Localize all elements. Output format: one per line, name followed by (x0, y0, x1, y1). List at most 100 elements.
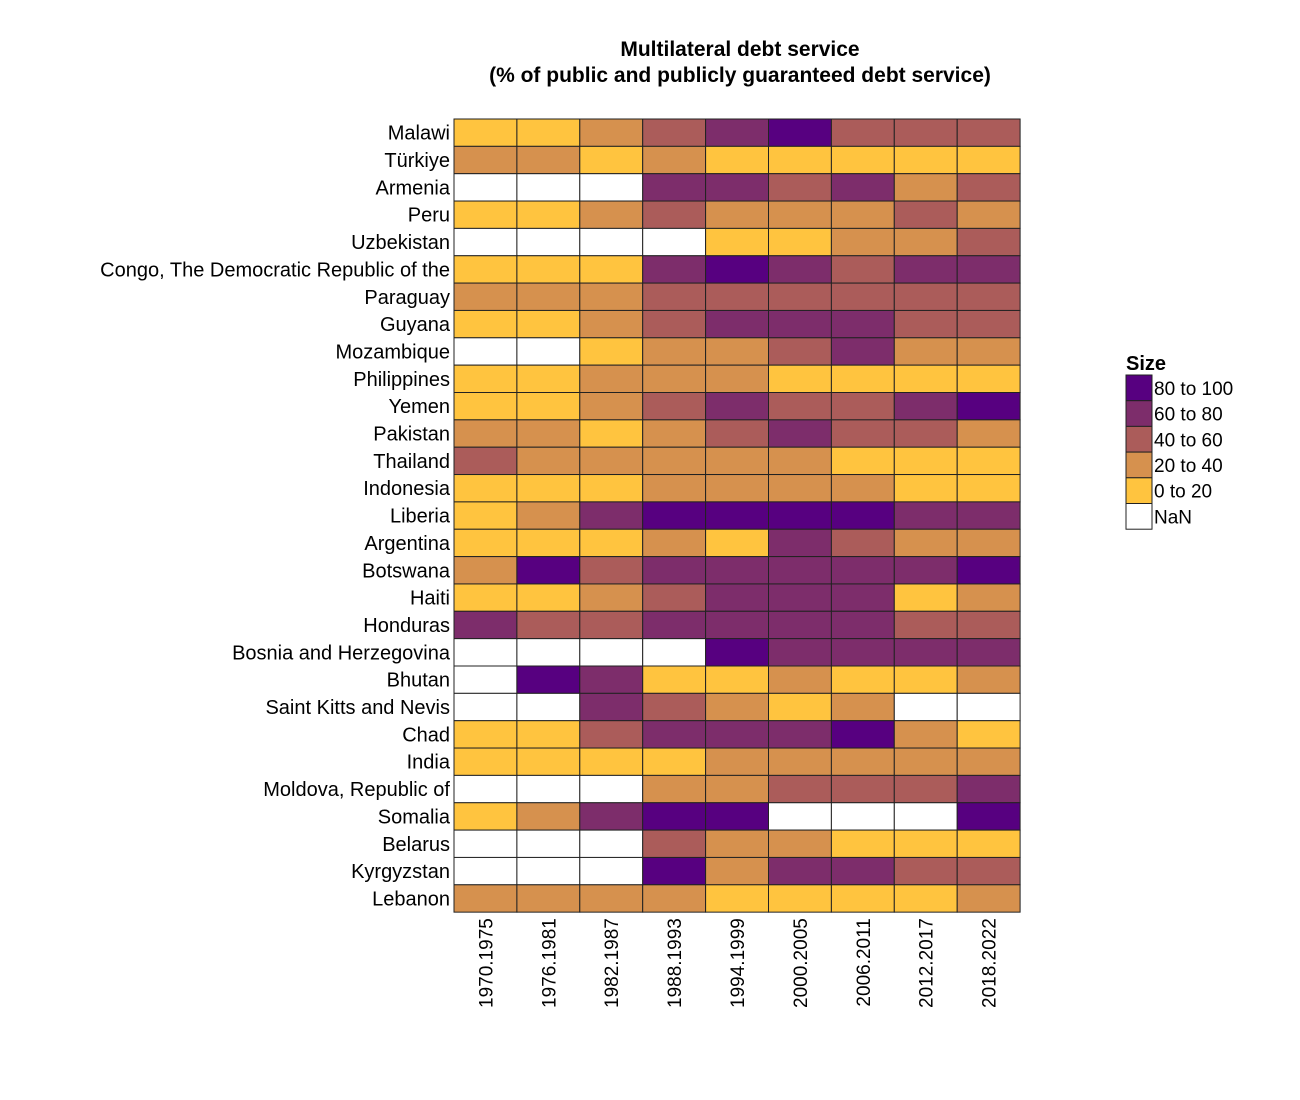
heatmap-cell (893, 474, 958, 503)
heatmap-cell (830, 145, 895, 175)
heatmap-cell (830, 173, 895, 202)
row-label: Pakistan (373, 424, 450, 446)
heatmap-cell (516, 173, 581, 202)
heatmap-cell (705, 747, 769, 776)
heatmap-cell (642, 556, 707, 585)
column-label: 1976.1981 (539, 918, 560, 1008)
heatmap-cell (768, 556, 832, 585)
heatmap-cell (830, 255, 895, 284)
heatmap-cells (453, 118, 1021, 913)
row-label: Botswana (362, 560, 451, 582)
heatmap-cell (705, 173, 769, 202)
heatmap-cell (453, 392, 518, 421)
heatmap-cell (893, 692, 958, 722)
heatmap-cell (830, 583, 895, 612)
heatmap-cell (705, 474, 769, 503)
legend-label: NaN (1154, 507, 1192, 528)
heatmap-cell (453, 145, 518, 175)
heatmap-cell (642, 501, 707, 530)
heatmap-cell (830, 446, 895, 476)
heatmap-cell (768, 474, 832, 503)
heatmap-cell (579, 501, 644, 530)
heatmap-cell (768, 419, 832, 448)
heatmap-cell (893, 173, 958, 202)
heatmap-cell (956, 856, 1021, 886)
heatmap-cell (705, 638, 769, 667)
column-label: 1988.1993 (665, 918, 686, 1008)
heatmap-cell (453, 802, 518, 831)
heatmap-cell (642, 583, 707, 612)
heatmap-cell (830, 309, 895, 339)
heatmap-cell (893, 364, 958, 393)
heatmap-cell (768, 747, 832, 776)
heatmap-cell (830, 856, 895, 886)
heatmap-cell (956, 665, 1021, 694)
heatmap-cell (705, 118, 769, 147)
heatmap-cell (642, 446, 707, 476)
heatmap-cell (453, 747, 518, 776)
heatmap-cell (768, 309, 832, 339)
heatmap-cell (830, 392, 895, 421)
row-label: Philippines (353, 369, 450, 391)
heatmap-cell (516, 692, 581, 722)
row-label: Belarus (382, 834, 450, 856)
heatmap-cell (516, 200, 581, 229)
heatmap-cell (453, 337, 518, 366)
heatmap-cell (705, 227, 769, 257)
row-label: Congo, The Democratic Republic of the (100, 259, 450, 281)
heatmap-cell (579, 282, 644, 311)
row-label: Mozambique (335, 341, 450, 363)
heatmap-cell (830, 802, 895, 831)
heatmap-cell (642, 145, 707, 175)
heatmap-cell (579, 255, 644, 284)
column-label: 1982.1987 (602, 918, 623, 1008)
heatmap-cell (956, 802, 1021, 831)
heatmap-cell (642, 528, 707, 558)
column-label: 2012.2017 (917, 918, 938, 1008)
heatmap-cell (956, 255, 1021, 284)
heatmap-cell (768, 884, 832, 913)
heatmap-cell (453, 610, 518, 640)
heatmap-cell (516, 446, 581, 476)
row-label: India (407, 752, 451, 774)
row-label: Indonesia (363, 478, 451, 500)
heatmap-cell (579, 173, 644, 202)
legend-swatch (1125, 477, 1153, 504)
heatmap-cell (705, 802, 769, 831)
heatmap-cell (516, 255, 581, 284)
legend-swatch (1125, 425, 1153, 453)
heatmap-cell (642, 665, 707, 694)
heatmap-cell (453, 282, 518, 311)
heatmap-cell (453, 501, 518, 530)
heatmap-cell (453, 774, 518, 804)
heatmap-cell (768, 118, 832, 147)
heatmap-cell (956, 118, 1021, 147)
heatmap-cell (579, 610, 644, 640)
heatmap-cell (453, 474, 518, 503)
heatmap-cell (453, 556, 518, 585)
heatmap-cell (956, 173, 1021, 202)
row-label: Guyana (380, 314, 451, 336)
heatmap-cell (705, 145, 769, 175)
column-label: 1994.1999 (728, 918, 749, 1008)
heatmap-cell (579, 446, 644, 476)
row-label: Bosnia and Herzegovina (232, 642, 451, 664)
heatmap-cell (516, 419, 581, 448)
heatmap-cell (579, 419, 644, 448)
heatmap-cell (579, 474, 644, 503)
heatmap-cell (453, 528, 518, 558)
heatmap-cell (893, 610, 958, 640)
heatmap-cell (642, 173, 707, 202)
heatmap-cell (705, 720, 769, 749)
heatmap-cell (956, 282, 1021, 311)
heatmap-cell (705, 556, 769, 585)
heatmap-cell (642, 227, 707, 257)
heatmap-cell (705, 528, 769, 558)
heatmap-cell (705, 692, 769, 722)
heatmap-cell (956, 200, 1021, 229)
heatmap-cell (893, 884, 958, 913)
heatmap-cell (893, 337, 958, 366)
heatmap-cell (579, 227, 644, 257)
heatmap-cell (516, 747, 581, 776)
